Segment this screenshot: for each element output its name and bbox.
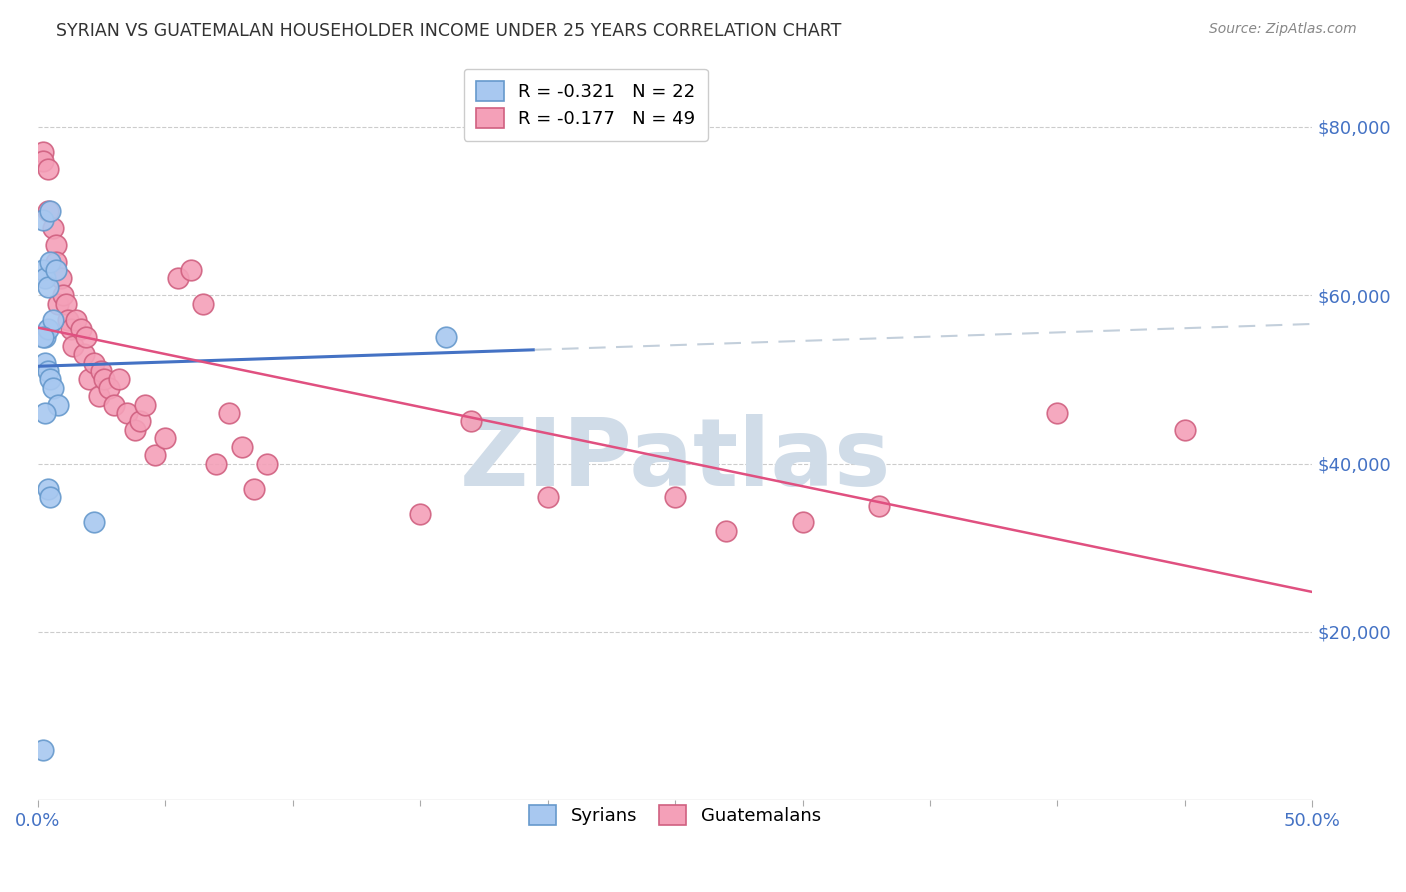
Point (39, 254, 62, 268)
Point (31, 330, 53, 344)
Point (1174, 423, 1197, 437)
Text: ZIPatlas: ZIPatlas (460, 414, 891, 506)
Point (39, 490, 62, 504)
Point (31, 742, 53, 756)
Point (434, 330, 457, 344)
Point (460, 415, 482, 429)
Point (52, 288, 75, 302)
Point (256, 457, 278, 471)
Point (37, 482, 59, 496)
Point (90, 364, 112, 378)
Point (44, 237, 66, 252)
Point (59, 322, 82, 336)
Point (34, 406, 56, 420)
Point (77, 372, 100, 386)
Legend: Syrians, Guatemalans: Syrians, Guatemalans (519, 794, 831, 836)
Text: SYRIAN VS GUATEMALAN HOUSEHOLDER INCOME UNDER 25 YEARS CORRELATION CHART: SYRIAN VS GUATEMALAN HOUSEHOLDER INCOME … (56, 22, 842, 40)
Point (124, 423, 146, 437)
Point (167, 271, 190, 285)
Point (180, 263, 202, 277)
Point (58, 313, 80, 327)
Point (70, 322, 93, 336)
Point (55, 296, 77, 310)
Point (31, 212, 53, 227)
Point (98, 381, 121, 395)
Point (108, 372, 131, 386)
Point (218, 406, 240, 420)
Point (37, 364, 59, 378)
Point (83, 355, 105, 369)
Point (792, 516, 814, 530)
Point (83, 516, 105, 530)
Point (243, 482, 266, 496)
Point (31, 153, 53, 168)
Point (664, 490, 686, 504)
Point (65, 313, 87, 327)
Point (868, 499, 890, 513)
Point (37, 322, 59, 336)
Point (37, 204, 59, 219)
Point (34, 355, 56, 369)
Point (143, 448, 166, 462)
Point (87, 389, 110, 403)
Point (39, 372, 62, 386)
Point (44, 263, 66, 277)
Point (31, 145, 53, 160)
Point (31, 263, 53, 277)
Point (72, 347, 94, 361)
Point (115, 406, 138, 420)
Point (75, 330, 97, 344)
Point (93, 372, 115, 386)
Point (37, 280, 59, 294)
Point (714, 524, 737, 538)
Point (536, 490, 558, 504)
Point (37, 161, 59, 176)
Point (193, 296, 215, 310)
Point (231, 440, 253, 454)
Point (103, 398, 125, 412)
Point (42, 221, 65, 235)
Point (34, 330, 56, 344)
Point (128, 415, 150, 429)
Point (1046, 406, 1069, 420)
Point (409, 507, 432, 521)
Point (42, 313, 65, 327)
Point (34, 271, 56, 285)
Point (49, 271, 72, 285)
Point (46, 398, 69, 412)
Point (62, 339, 84, 353)
Point (46, 296, 69, 310)
Text: Source: ZipAtlas.com: Source: ZipAtlas.com (1209, 22, 1357, 37)
Point (153, 431, 176, 445)
Point (134, 398, 156, 412)
Point (44, 254, 66, 268)
Point (42, 381, 65, 395)
Point (39, 204, 62, 219)
Point (205, 457, 228, 471)
